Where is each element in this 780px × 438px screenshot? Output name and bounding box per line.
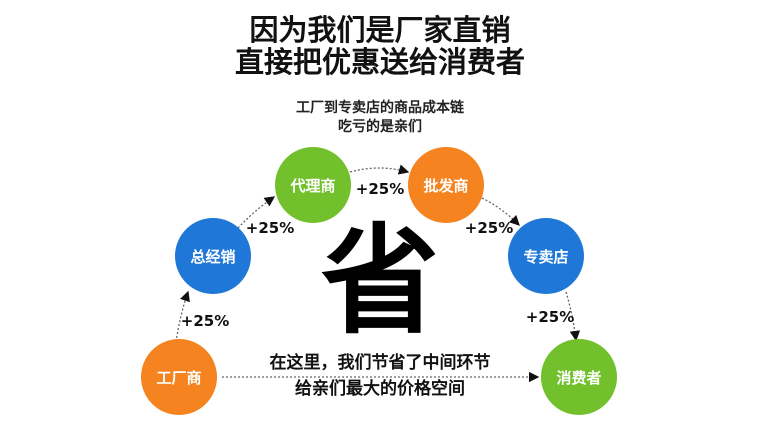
markup-label: +25%: [465, 219, 513, 237]
markup-label: +25%: [526, 308, 574, 326]
arrow-store-to-consumer: [565, 291, 581, 342]
node-label: 专卖店: [523, 248, 568, 266]
markup-label: +25%: [246, 219, 294, 237]
title-line1: 因为我们是厂家直销: [249, 13, 510, 47]
markup-label: +25%: [181, 312, 229, 330]
subtitle-line1: 工厂到专卖店的商品成本链: [296, 99, 465, 116]
node-label: 总经销: [190, 248, 235, 266]
bottom-text-line2: 给亲们最大的价格空间: [295, 378, 465, 399]
arrow-agent-to-wholesaler: [349, 164, 410, 175]
node-factory: 工厂商: [141, 339, 217, 415]
arrow-factory-to-distributor: [175, 290, 190, 343]
node-wholesaler: 批发商: [408, 147, 484, 223]
node-general-distributor: 总经销: [175, 218, 251, 294]
node-label: 工厂商: [156, 369, 201, 387]
arrow-distributor-to-agent: [237, 196, 276, 229]
markup-label: +25%: [356, 180, 404, 198]
bottom-text-line1: 在这里，我们节省了中间环节: [270, 352, 491, 373]
node-store: 专卖店: [508, 218, 584, 294]
save-character: 省: [321, 212, 439, 350]
node-label: 批发商: [423, 177, 468, 195]
node-label: 消费者: [556, 369, 601, 387]
title-line2: 直接把优惠送给消费者: [235, 45, 525, 79]
subtitle-line2: 吃亏的是亲们: [338, 118, 422, 135]
node-consumer: 消费者: [541, 339, 617, 415]
node-label: 代理商: [289, 177, 335, 195]
node-agent: 代理商: [275, 147, 351, 223]
